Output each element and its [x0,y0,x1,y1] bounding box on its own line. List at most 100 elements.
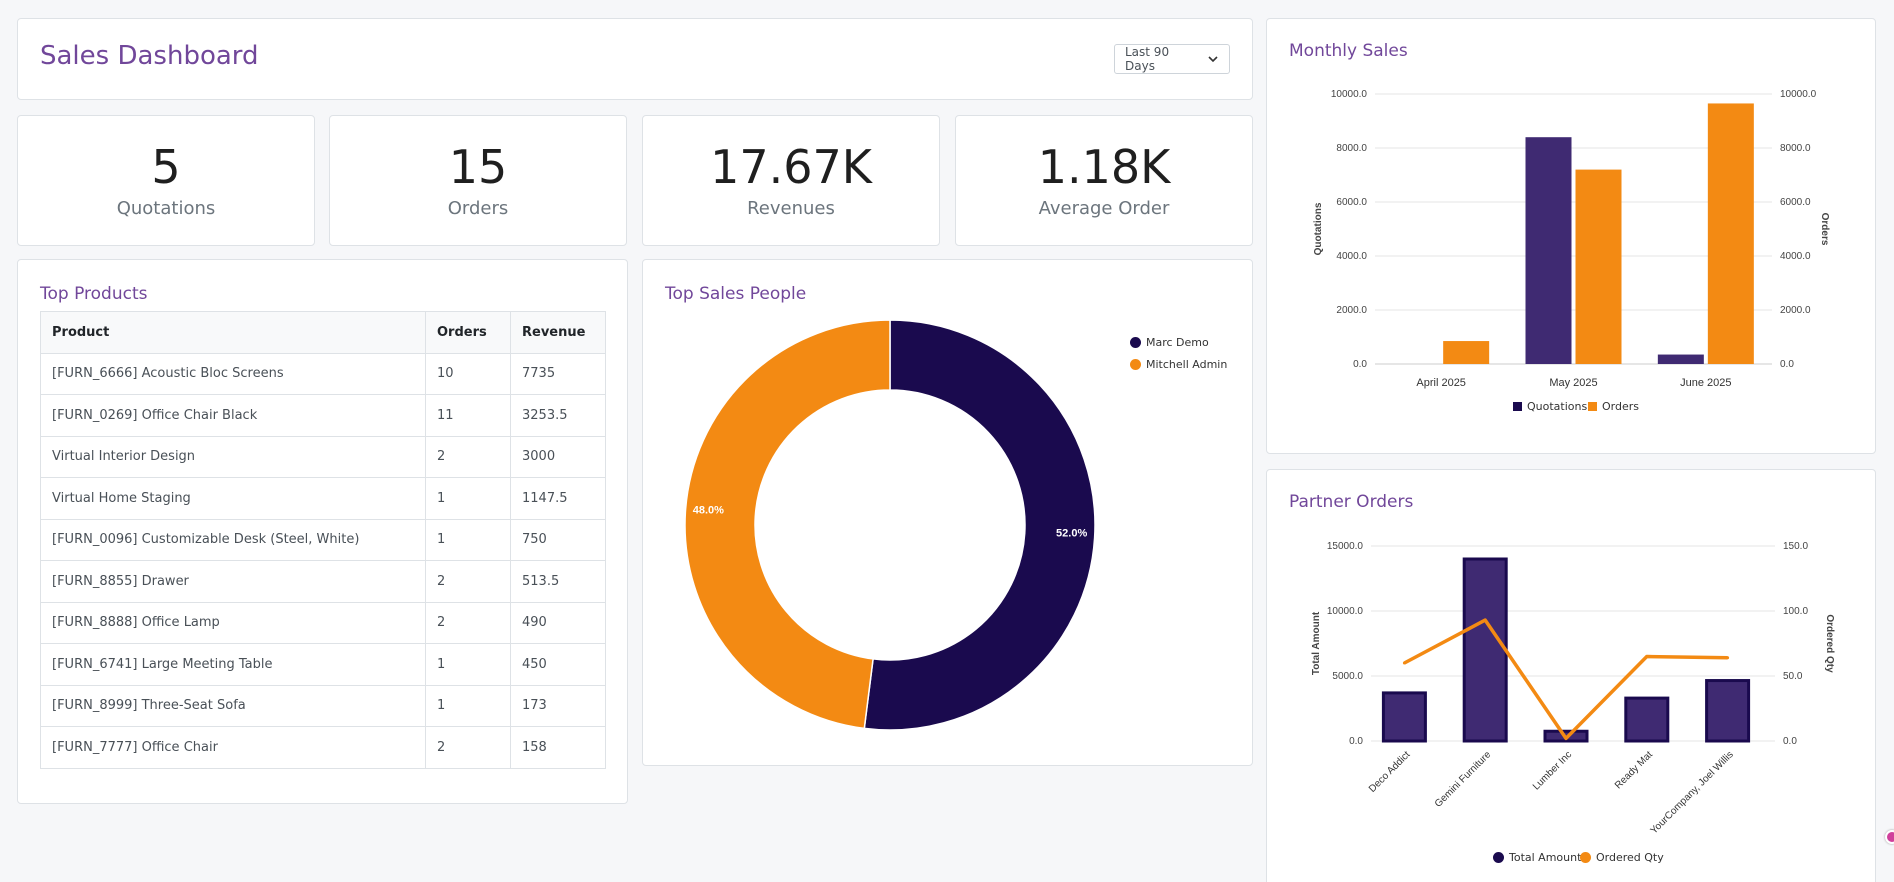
legend-item-marc-demo[interactable]: Marc Demo [1130,336,1209,349]
revenue-cell: 490 [510,601,606,644]
orders-cell: 2 [425,726,511,769]
bar-total-amount [1624,696,1670,743]
line-ordered-qty [1403,618,1728,741]
legend-swatch [1580,852,1591,863]
product-cell: [FURN_0096] Customizable Desk (Steel, Wh… [40,518,426,561]
orders-cell: 1 [425,518,511,561]
y-tick-label: 10000.0 [1331,89,1368,100]
y-tick-label: 10000.0 [1327,606,1364,617]
legend-swatch [1130,359,1141,370]
y2-tick-label: 100.0 [1783,606,1808,617]
orders-cell: 1 [425,643,511,686]
legend-item-orders[interactable]: Orders [1588,400,1639,413]
header-card: Sales Dashboard Last 90 Days [17,18,1253,100]
kpi-average-order[interactable]: 1.18K Average Order [955,115,1253,246]
x-tick-label: Ready Mat [1613,749,1655,791]
orders-cell: 2 [425,560,511,603]
x-tick-label: YourCompany, Joel Willis [1649,749,1736,836]
kpi-label: Revenues [747,198,835,219]
product-cell: [FURN_6666] Acoustic Bloc Screens [40,352,426,395]
table-row[interactable]: [FURN_6666] Acoustic Bloc Screens 10 7735 [40,352,606,395]
revenue-cell: 450 [510,643,606,686]
bar-orders [1443,341,1490,364]
table-row[interactable]: [FURN_8855] Drawer 2 513.5 [40,560,606,603]
product-cell: [FURN_7777] Office Chair [40,726,426,769]
top-sales-people-card: Top Sales People 52.0% 48.0% Marc Demo Mi… [642,259,1253,766]
revenue-cell: 3000 [510,435,606,478]
y2-axis-title: Orders [1819,213,1830,246]
table-row[interactable]: [FURN_7777] Office Chair 2 158 [40,726,606,769]
table-row[interactable]: [FURN_6741] Large Meeting Table 1 450 [40,643,606,686]
legend-label: Ordered Qty [1596,851,1664,864]
kpi-revenues[interactable]: 17.67K Revenues [642,115,940,246]
product-cell: [FURN_8999] Three-Seat Sofa [40,684,426,727]
y-tick-label: 0.0 [1353,359,1367,370]
point-ordered-qty [1726,656,1730,660]
table-row[interactable]: [FURN_8888] Office Lamp 2 490 [40,601,606,644]
revenue-cell: 7735 [510,352,606,395]
y2-tick-label: 4000.0 [1780,251,1811,262]
period-select[interactable]: Last 90 Days [1114,44,1230,74]
y-tick-label: 6000.0 [1336,197,1367,208]
y-tick-label: 4000.0 [1336,251,1367,262]
legend-item-ordered-qty[interactable]: Ordered Qty [1580,851,1664,864]
y2-tick-label: 50.0 [1783,671,1803,682]
point-ordered-qty [1645,655,1649,658]
bar-quotations [1657,354,1704,364]
bar-orders [1575,169,1622,364]
y-tick-label: 2000.0 [1336,305,1367,316]
x-tick-label: Deco Addict [1367,749,1413,795]
point-ordered-qty [1564,736,1568,740]
y2-tick-label: 0.0 [1780,359,1794,370]
kpi-label: Orders [447,198,509,219]
assistant-icon[interactable] [1885,830,1894,844]
legend-swatch [1130,337,1141,348]
x-tick-label: April 2025 [1416,377,1466,389]
kpi-label: Quotations [116,198,216,219]
table-row[interactable]: Virtual Interior Design 2 3000 [40,435,606,478]
y-tick-label: 15000.0 [1327,541,1364,552]
kpi-value: 17.67K [710,140,872,194]
orders-cell: 2 [425,435,511,478]
column-header-product: Product [40,311,426,354]
page-title: Sales Dashboard [40,41,259,71]
y2-tick-label: 150.0 [1783,541,1808,552]
orders-cell: 11 [425,394,511,437]
x-tick-label: June 2025 [1680,377,1731,389]
table-row[interactable]: [FURN_0096] Customizable Desk (Steel, Wh… [40,518,606,561]
partner-orders-chart: 0.0 5000.0 10000.0 15000.0 0.0 50.0 100.0 150.0… [1311,541,1835,837]
partner-orders-title: Partner Orders [1289,492,1414,512]
table-row[interactable]: [FURN_0269] Office Chair Black 11 3253.5 [40,394,606,437]
legend-swatch [1588,402,1597,411]
x-tick-label: May 2025 [1549,377,1597,389]
product-cell: Virtual Home Staging [40,477,426,520]
kpi-quotations[interactable]: 5 Quotations [17,115,315,246]
orders-cell: 1 [425,684,511,727]
table-row[interactable]: Virtual Home Staging 1 1147.5 [40,477,606,520]
top-products-card: Top Products Product Orders Revenue [FUR… [17,259,628,804]
monthly-sales-card: Monthly Sales 0.0 0.0 2000.0 2000.0 4000.0 40… [1266,18,1876,454]
legend-label: Quotations [1527,400,1588,413]
product-cell: [FURN_8855] Drawer [40,560,426,603]
legend-swatch [1513,402,1522,411]
product-cell: [FURN_6741] Large Meeting Table [40,643,426,686]
kpi-orders[interactable]: 15 Orders [329,115,627,246]
orders-cell: 10 [425,352,511,395]
kpi-value: 1.18K [1037,140,1171,194]
period-select-value: Last 90 Days [1125,45,1170,73]
point-ordered-qty [1483,618,1487,622]
legend-item-total-amount[interactable]: Total Amount [1493,851,1581,864]
y2-tick-label: 0.0 [1783,736,1797,747]
y-tick-label: 8000.0 [1336,143,1367,154]
revenue-cell: 1147.5 [510,477,606,520]
legend-item-mitchell-admin[interactable]: Mitchell Admin [1130,358,1227,371]
kpi-value: 15 [448,140,508,194]
table-header-row: Product Orders Revenue [40,311,606,354]
legend-label: Marc Demo [1146,336,1209,349]
table-row[interactable]: [FURN_8999] Three-Seat Sofa 1 173 [40,684,606,727]
y2-tick-label: 10000.0 [1780,89,1817,100]
revenue-cell: 3253.5 [510,394,606,437]
y-tick-label: 0.0 [1349,736,1363,747]
kpi-value: 5 [151,140,181,194]
legend-item-quotations[interactable]: Quotations [1513,400,1587,413]
